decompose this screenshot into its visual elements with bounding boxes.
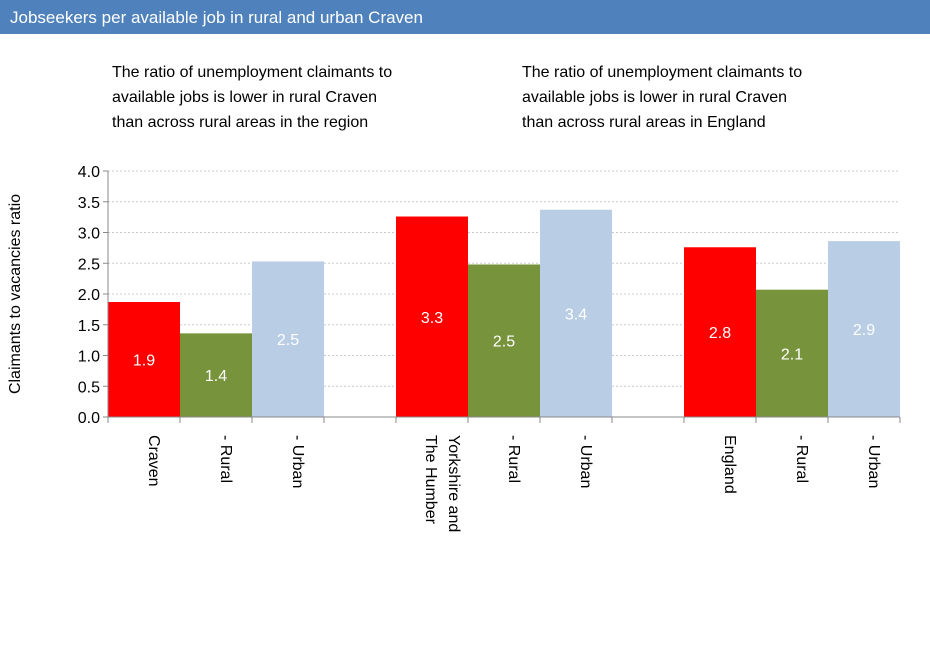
bar (396, 216, 468, 417)
data-label: 1.4 (205, 368, 227, 385)
y-tick-label: 4.0 (78, 164, 100, 181)
y-axis-label: Claimants to vacancies ratio (7, 194, 24, 394)
annotation: available jobs is lower in rural Craven (112, 89, 377, 106)
data-label: 2.5 (493, 334, 515, 351)
data-label: 1.9 (133, 352, 155, 369)
annotation: The ratio of unemployment claimants to (522, 64, 802, 81)
y-tick-label: 1.5 (78, 318, 100, 335)
x-tick-label: - Urban (289, 435, 306, 488)
bar (468, 264, 540, 417)
annotation: The ratio of unemployment claimants to (112, 64, 392, 81)
x-tick-label: Yorkshire and The Humber (422, 435, 462, 537)
bar (108, 301, 180, 417)
y-tick-label: 1.0 (78, 349, 100, 366)
data-label: 2.8 (709, 325, 731, 342)
chart-title: Jobseekers per available job in rural an… (10, 8, 423, 27)
data-label: 2.5 (277, 332, 299, 349)
x-tick-label: Craven (145, 435, 162, 487)
bar (684, 247, 756, 417)
data-label: 2.9 (853, 322, 875, 339)
y-tick-label: 3.5 (78, 195, 100, 212)
y-tick-label: 0.0 (78, 410, 100, 427)
data-label: 2.1 (781, 346, 803, 363)
annotation: than across rural areas in the region (112, 114, 368, 131)
bar (540, 209, 612, 417)
x-tick-label: - Rural (505, 435, 522, 483)
x-tick-label: - Rural (793, 435, 810, 483)
header-bar (0, 0, 930, 34)
x-tick-label: England (721, 435, 738, 494)
bar (756, 289, 828, 417)
annotation: available jobs is lower in rural Craven (522, 89, 787, 106)
x-tick-label: - Urban (577, 435, 594, 488)
x-tick-label: - Urban (865, 435, 882, 488)
bar (828, 241, 900, 417)
y-tick-label: 3.0 (78, 226, 100, 243)
data-label: 3.4 (565, 306, 587, 323)
bar (180, 333, 252, 417)
y-tick-label: 2.5 (78, 256, 100, 273)
x-tick-label: - Rural (217, 435, 234, 483)
bar (252, 261, 324, 417)
y-tick-label: 0.5 (78, 379, 100, 396)
y-tick-label: 2.0 (78, 287, 100, 304)
annotation: than across rural areas in England (522, 114, 766, 131)
data-label: 3.3 (421, 310, 443, 327)
